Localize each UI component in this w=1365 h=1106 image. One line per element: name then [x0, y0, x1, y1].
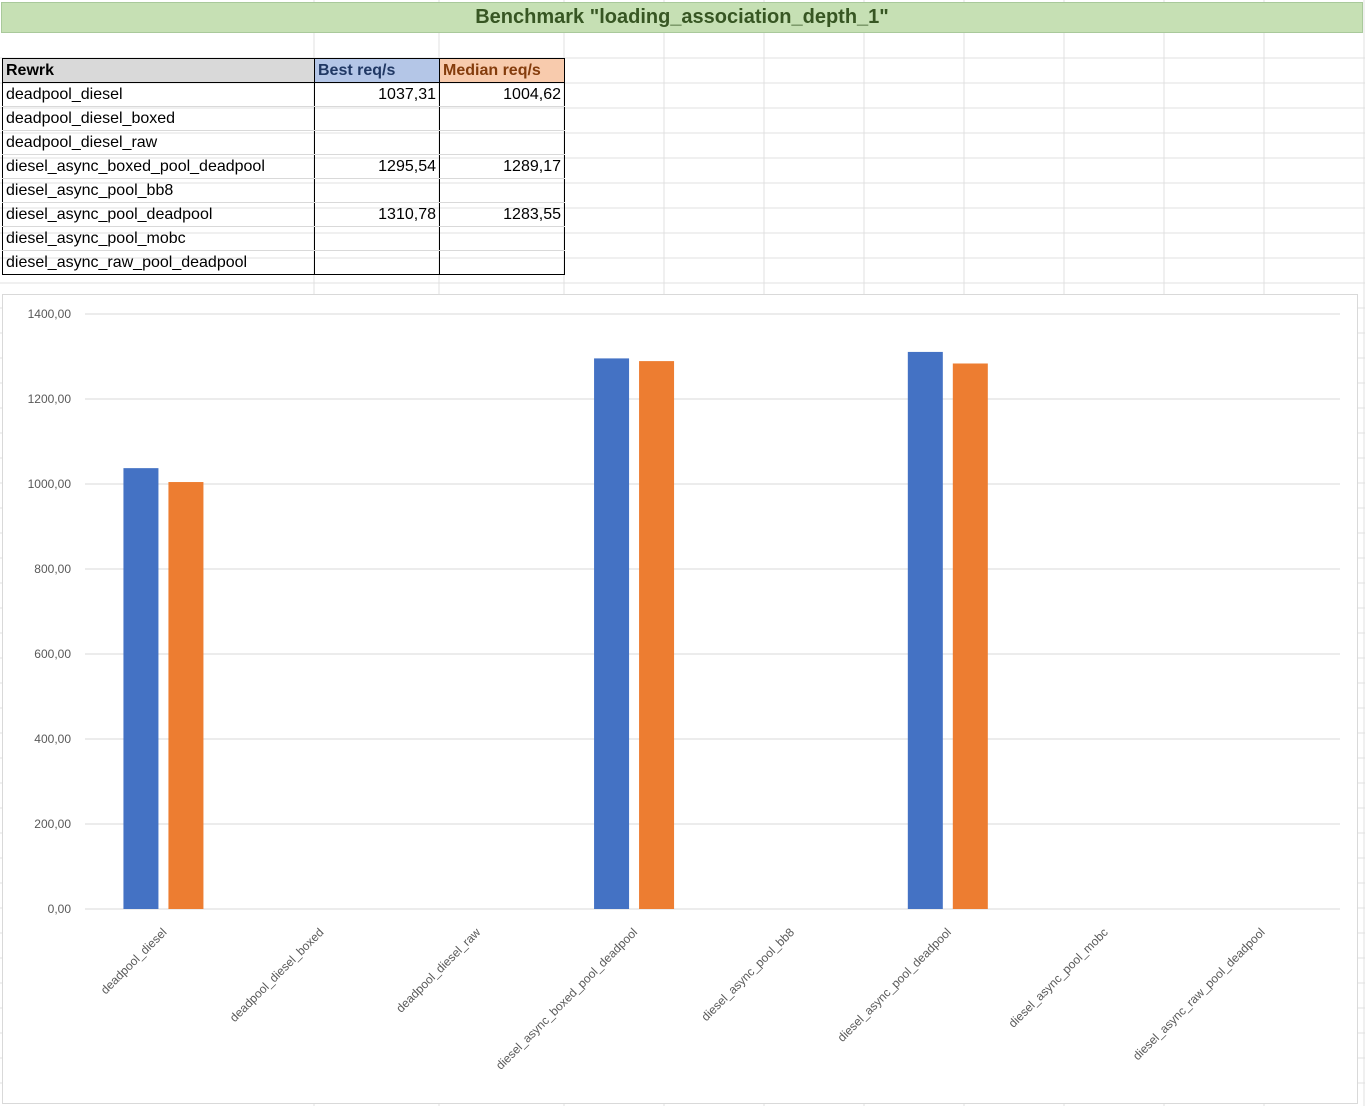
- bar: [907, 351, 943, 910]
- table-row: diesel_async_boxed_pool_deadpool 1295,54 1…: [2, 154, 565, 179]
- x-tick-label: diesel_async_boxed_pool_deadpool: [493, 925, 640, 1072]
- table-row: diesel_async_raw_pool_deadpool: [2, 250, 565, 275]
- y-tick-label: 400,00: [34, 732, 71, 746]
- cell-median[interactable]: [439, 226, 565, 251]
- cell-median[interactable]: [439, 178, 565, 203]
- x-tick-label: deadpool_diesel_boxed: [227, 925, 327, 1025]
- sheet-title: Benchmark "loading_association_depth_1": [1, 2, 1363, 33]
- table-row: deadpool_diesel_raw: [2, 130, 565, 155]
- x-tick-label: diesel_async_pool_deadpool: [835, 925, 954, 1044]
- cell-best[interactable]: 1295,54: [314, 154, 440, 179]
- y-tick-label: 800,00: [34, 562, 71, 576]
- cell-median[interactable]: [439, 106, 565, 131]
- cell-name[interactable]: diesel_async_boxed_pool_deadpool: [2, 154, 315, 179]
- cell-best[interactable]: [314, 106, 440, 131]
- bar: [168, 482, 204, 909]
- y-tick-label: 600,00: [34, 647, 71, 661]
- y-tick-label: 200,00: [34, 817, 71, 831]
- cell-median[interactable]: [439, 130, 565, 155]
- bar-chart: 0,00 200,00 400,00 600,00 800,00 1000,00 1200,…: [28, 307, 1340, 1072]
- bar: [594, 358, 630, 909]
- cell-name[interactable]: diesel_async_raw_pool_deadpool: [2, 250, 315, 275]
- cell-median[interactable]: [439, 250, 565, 275]
- cell-median[interactable]: 1283,55: [439, 202, 565, 227]
- table-row: diesel_async_pool_deadpool 1310,78 1283,55: [2, 202, 565, 227]
- header-row: Rewrk Best req/s Median req/s: [2, 58, 565, 83]
- cell-best[interactable]: [314, 226, 440, 251]
- y-tick-label: 0,00: [48, 902, 72, 916]
- y-tick-label: 1400,00: [28, 307, 72, 321]
- table-row: diesel_async_pool_bb8: [2, 178, 565, 203]
- cell-best[interactable]: 1310,78: [314, 202, 440, 227]
- cell-best[interactable]: [314, 250, 440, 275]
- table-row: deadpool_diesel_boxed: [2, 106, 565, 131]
- cell-name[interactable]: diesel_async_pool_deadpool: [2, 202, 315, 227]
- x-tick-label: deadpool_diesel: [98, 925, 170, 997]
- header-best[interactable]: Best req/s: [314, 58, 440, 83]
- cell-name[interactable]: deadpool_diesel_raw: [2, 130, 315, 155]
- x-tick-label: diesel_async_pool_bb8: [698, 925, 797, 1024]
- cell-median[interactable]: 1289,17: [439, 154, 565, 179]
- cell-best[interactable]: 1037,31: [314, 82, 440, 107]
- cell-name[interactable]: deadpool_diesel: [2, 82, 315, 107]
- x-tick-label: deadpool_diesel_raw: [393, 925, 483, 1015]
- bar: [952, 363, 988, 910]
- data-table: Rewrk Best req/s Median req/s deadpool_d…: [2, 58, 565, 275]
- header-rewrk[interactable]: Rewrk: [2, 58, 315, 83]
- header-median[interactable]: Median req/s: [439, 58, 565, 83]
- bar: [123, 468, 159, 909]
- cell-best[interactable]: [314, 130, 440, 155]
- table-row: deadpool_diesel 1037,31 1004,62: [2, 82, 565, 107]
- cell-median[interactable]: 1004,62: [439, 82, 565, 107]
- x-tick-label: diesel_async_pool_mobc: [1006, 925, 1111, 1030]
- cell-name[interactable]: diesel_async_pool_bb8: [2, 178, 315, 203]
- x-tick-label: diesel_async_raw_pool_deadpool: [1130, 925, 1268, 1063]
- y-tick-label: 1000,00: [28, 477, 72, 491]
- cell-name[interactable]: deadpool_diesel_boxed: [2, 106, 315, 131]
- bar: [639, 361, 675, 909]
- table-row: diesel_async_pool_mobc: [2, 226, 565, 251]
- y-tick-label: 1200,00: [28, 392, 72, 406]
- cell-best[interactable]: [314, 178, 440, 203]
- cell-name[interactable]: diesel_async_pool_mobc: [2, 226, 315, 251]
- chart-container[interactable]: 0,00 200,00 400,00 600,00 800,00 1000,00 1200,…: [2, 294, 1358, 1104]
